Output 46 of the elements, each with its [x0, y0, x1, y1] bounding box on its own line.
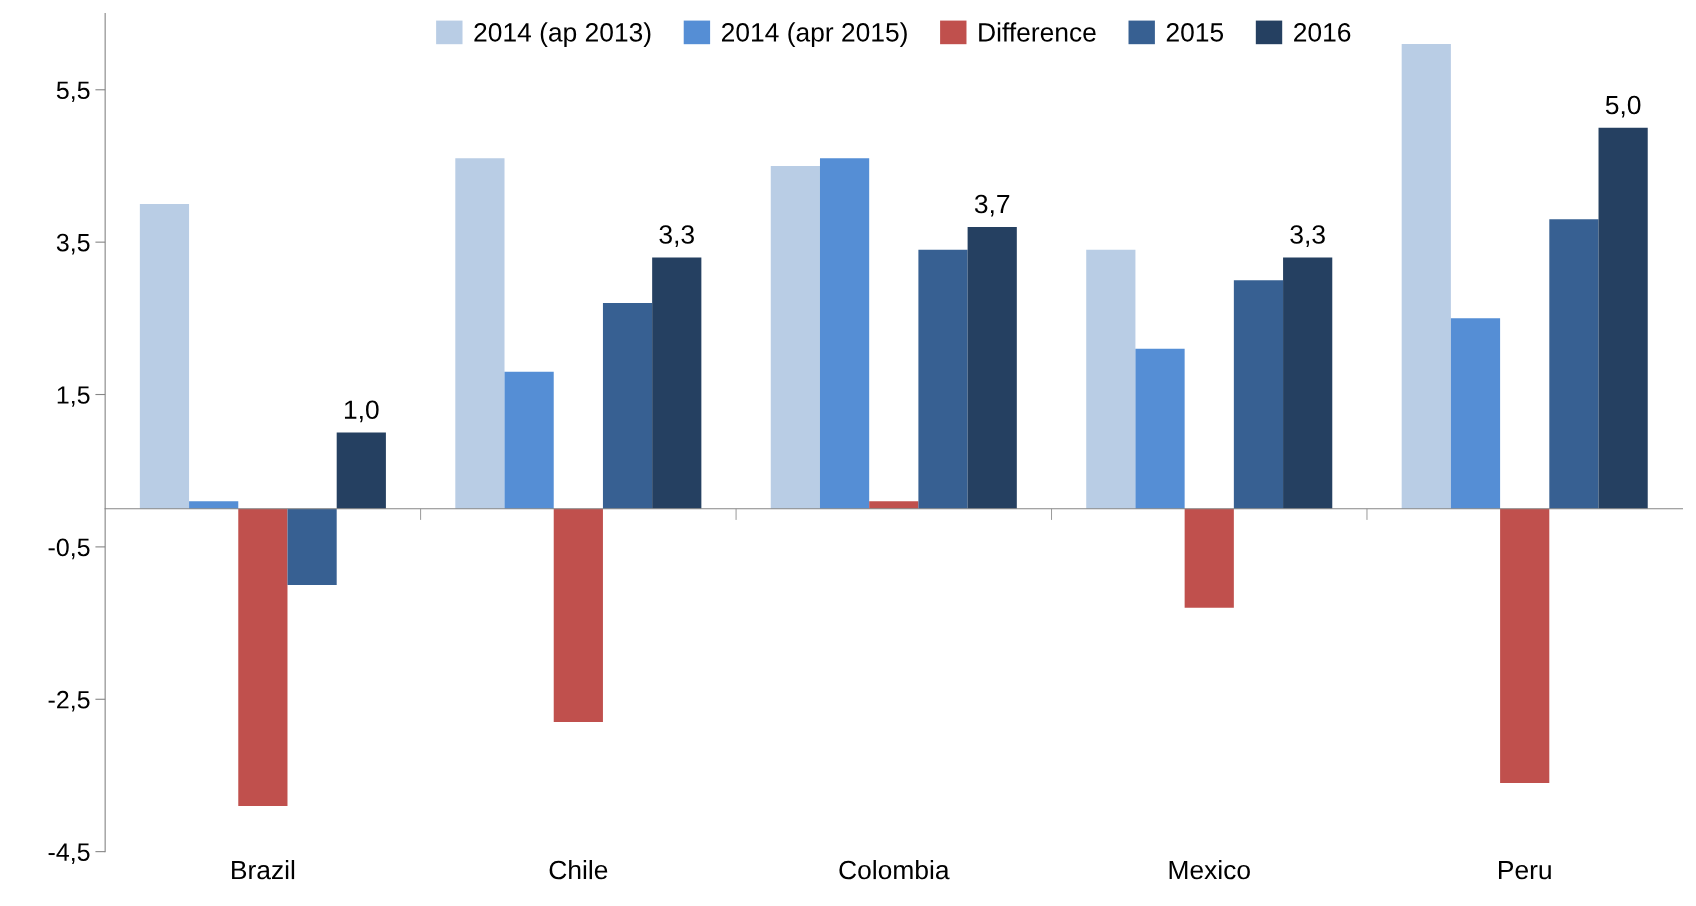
bar: [819, 158, 870, 509]
bar: [869, 501, 919, 509]
legend-label: 2014 (apr 2015): [721, 22, 907, 47]
bar: [189, 501, 239, 509]
bar: [1283, 257, 1333, 509]
y-tick-label: 3,5: [56, 233, 90, 255]
data-label: 3,3: [659, 225, 694, 247]
x-tick-label: Mexico: [1169, 859, 1250, 880]
data-label: 5,0: [1605, 95, 1641, 118]
bar: [504, 371, 554, 509]
bar: [602, 303, 653, 509]
data-label: 1,0: [344, 400, 379, 423]
bar: [1135, 348, 1185, 509]
bar: [336, 432, 386, 509]
bar: [1233, 280, 1284, 509]
bar: [238, 508, 288, 806]
bar: [139, 204, 190, 509]
data-label: 3,3: [1290, 225, 1325, 247]
legend-label: 2015: [1166, 23, 1224, 42]
bar: [287, 508, 337, 585]
bar: [967, 226, 1017, 509]
bar: [918, 249, 968, 509]
y-tick-label: -0,5: [48, 538, 90, 560]
bar: [553, 508, 603, 723]
bar: [455, 158, 505, 509]
bar: [1086, 249, 1136, 509]
bar: [1401, 44, 1451, 509]
y-tick-label: 5,5: [56, 81, 90, 103]
bar: [1184, 508, 1234, 608]
bar: [1549, 219, 1599, 509]
bar: [1450, 318, 1501, 509]
x-tick-label: Chile: [549, 859, 608, 880]
legend-label: Difference: [979, 22, 1096, 42]
bar: [1598, 127, 1648, 509]
y-tick-label: -2,5: [48, 690, 90, 712]
bar: [770, 165, 820, 509]
bar: [652, 257, 702, 509]
x-tick-label: Peru: [1499, 860, 1551, 880]
data-label: 3,7: [974, 194, 1010, 217]
x-tick-label: Brazil: [232, 859, 295, 880]
bar: [1500, 508, 1550, 784]
y-tick-label: 1,5: [57, 386, 90, 407]
x-tick-label: Colombia: [839, 859, 950, 880]
legend-label: 2014 (ap 2013): [474, 22, 651, 47]
legend-label: 2016: [1294, 23, 1351, 42]
y-tick-label: -4,5: [48, 843, 90, 864]
